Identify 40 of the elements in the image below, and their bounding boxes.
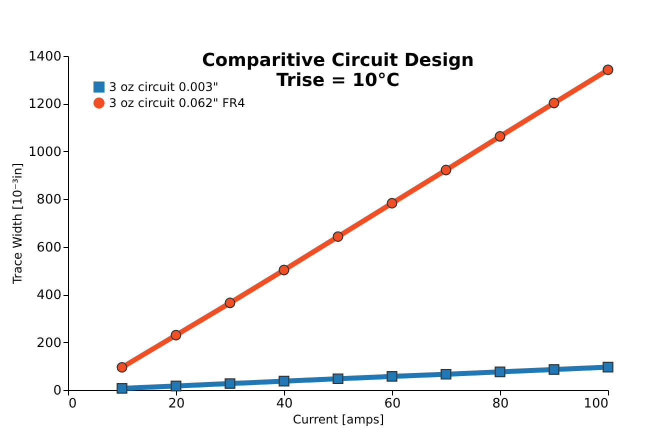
y-tick-label: 0 — [53, 384, 62, 398]
x-tick-label: 80 — [492, 396, 509, 412]
point — [278, 376, 290, 386]
y-tick-label: 400 — [36, 288, 62, 304]
y-tick-label: 800 — [36, 192, 62, 208]
y-tick-label: 1200 — [28, 97, 62, 112]
y-tick-label: 1400 — [28, 50, 62, 64]
y-tick-label: 600 — [36, 240, 62, 256]
point — [602, 362, 614, 372]
point — [332, 231, 344, 242]
y-tick-label: 1000 — [28, 144, 62, 160]
point — [224, 298, 236, 308]
point — [440, 164, 452, 176]
point — [170, 330, 182, 340]
x-tick-label: 60 — [384, 396, 401, 412]
point — [494, 366, 506, 378]
point — [116, 383, 128, 394]
x-axis-title: Current [amps] — [292, 412, 384, 426]
y-axis-title: Trace Width [10⁻³in] — [10, 162, 24, 286]
point — [602, 64, 614, 76]
text: Comparitive Circuit Design — [202, 50, 474, 71]
point — [548, 364, 560, 375]
point — [170, 380, 182, 392]
point — [332, 374, 344, 384]
x-tick-label: 0 — [68, 396, 77, 412]
point — [548, 98, 560, 108]
text: Trise = 10°C — [276, 70, 400, 91]
x-tick-label: 20 — [168, 396, 185, 412]
legend-label: 3 oz circuit 0.003" — [109, 80, 218, 94]
point — [224, 378, 236, 389]
point — [386, 371, 398, 382]
x-tick-label: 40 — [276, 396, 293, 412]
x-tick-label: 100 — [584, 396, 608, 412]
point — [494, 131, 506, 142]
point — [278, 264, 290, 276]
legend-label: 3 oz circuit 0.062" FR4 — [109, 96, 246, 110]
point — [116, 362, 128, 373]
point — [440, 369, 452, 380]
y-tick-label: 200 — [36, 336, 62, 351]
point — [386, 198, 398, 208]
